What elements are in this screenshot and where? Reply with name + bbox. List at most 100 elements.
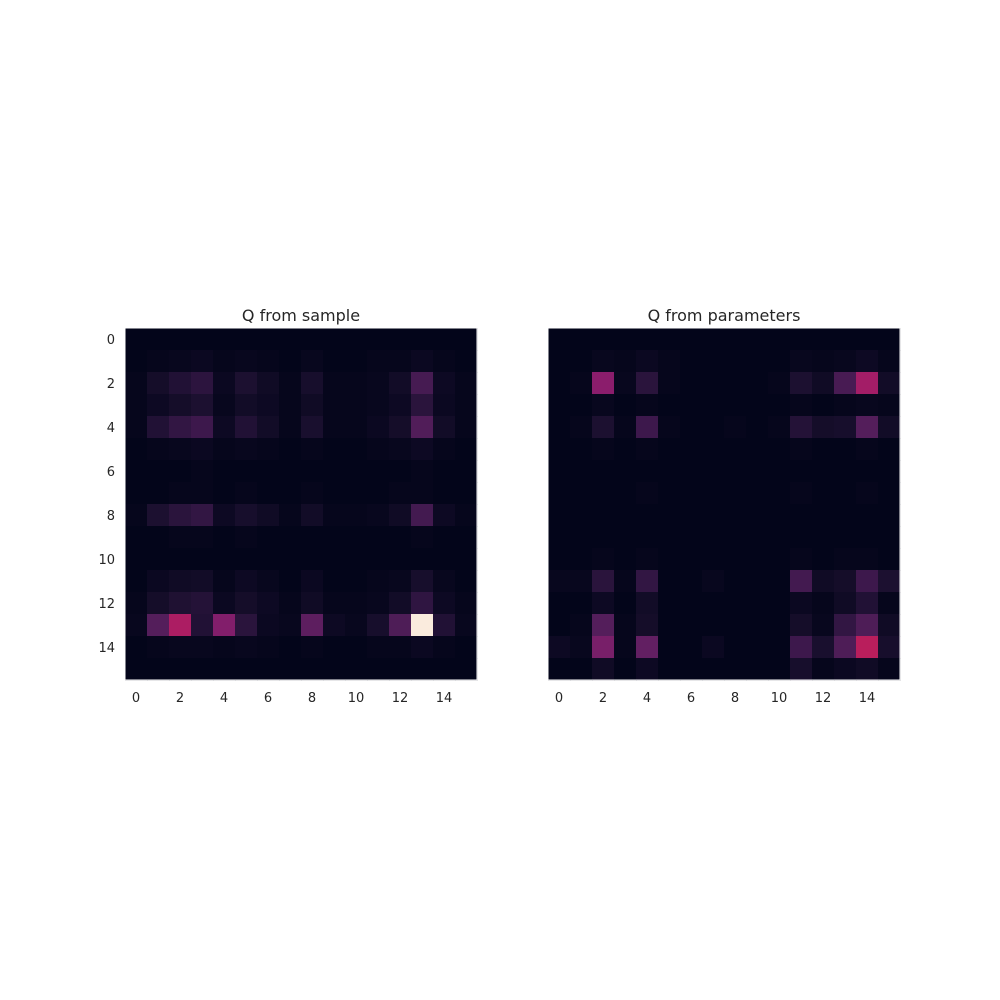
heatmap-cell-sample-r11-c1	[147, 570, 170, 593]
y-tick-labels-sample: 0 2 4 6 8 10 12 14	[98, 333, 115, 656]
heatmap-cell-sample-r1-c9	[323, 350, 346, 373]
heatmap-cell-sample-r3-c2	[169, 394, 192, 417]
heatmap-cell-sample-r8-c2	[169, 504, 192, 527]
heatmap-cell-sample-r4-c14	[433, 416, 456, 439]
heatmap-cell-parameters-r9-c14	[856, 526, 879, 549]
heatmap-cell-parameters-r3-c2	[592, 394, 615, 417]
heatmap-cell-parameters-r15-c9	[746, 658, 769, 681]
heatmap-cell-parameters-r15-c11	[790, 658, 813, 681]
heatmap-cell-parameters-r4-c13	[834, 416, 857, 439]
heatmap-cell-sample-r15-c5	[235, 658, 258, 681]
heatmap-cell-sample-r8-c1	[147, 504, 170, 527]
heatmap-cell-sample-r3-c14	[433, 394, 456, 417]
heatmap-cell-sample-r2-c1	[147, 372, 170, 395]
heatmap-cell-parameters-r3-c12	[812, 394, 835, 417]
heatmap-cell-sample-r9-c14	[433, 526, 456, 549]
heatmap-cell-parameters-r9-c15	[878, 526, 901, 549]
heatmap-cell-sample-r5-c6	[257, 438, 280, 461]
heatmap-cell-parameters-r13-c15	[878, 614, 901, 637]
heatmap-cell-parameters-r12-c14	[856, 592, 879, 615]
heatmap-cell-parameters-r5-c6	[680, 438, 703, 461]
heatmap-cell-parameters-r10-c6	[680, 548, 703, 571]
heatmap-cell-parameters-r12-c15	[878, 592, 901, 615]
heatmap-cell-sample-r11-c7	[279, 570, 302, 593]
heatmap-cell-parameters-r5-c13	[834, 438, 857, 461]
heatmap-cell-parameters-r14-c12	[812, 636, 835, 659]
heatmap-cell-sample-r0-c13	[411, 328, 434, 351]
heatmap-cell-parameters-r13-c0	[548, 614, 571, 637]
heatmap-cell-sample-r14-c3	[191, 636, 214, 659]
heatmap-cell-sample-r15-c10	[345, 658, 368, 681]
heatmap-cell-parameters-r9-c2	[592, 526, 615, 549]
heatmap-cell-parameters-r8-c9	[746, 504, 769, 527]
heatmap-cell-sample-r5-c5	[235, 438, 258, 461]
heatmap-cell-parameters-r0-c5	[658, 328, 681, 351]
heatmap-cell-parameters-r8-c0	[548, 504, 571, 527]
heatmap-cell-parameters-r7-c6	[680, 482, 703, 505]
heatmap-cell-sample-r6-c9	[323, 460, 346, 483]
heatmap-cell-parameters-r1-c12	[812, 350, 835, 373]
heatmap-cell-parameters-r13-c8	[724, 614, 747, 637]
heatmap-cell-parameters-r11-c0	[548, 570, 571, 593]
heatmap-cell-sample-r10-c8	[301, 548, 324, 571]
heatmap-cell-sample-r4-c10	[345, 416, 368, 439]
heatmap-cell-sample-r1-c3	[191, 350, 214, 373]
heatmap-cell-sample-r1-c15	[455, 350, 478, 373]
heatmap-cell-sample-r7-c3	[191, 482, 214, 505]
x-tick-label-sample-10: 10	[348, 691, 365, 706]
heatmap-cell-sample-r0-c14	[433, 328, 456, 351]
heatmap-cell-parameters-r10-c2	[592, 548, 615, 571]
x-tick-label-sample-14: 14	[436, 691, 453, 706]
heatmap-cell-sample-r14-c4	[213, 636, 236, 659]
heatmap-cell-sample-r14-c2	[169, 636, 192, 659]
heatmap-cell-parameters-r4-c14	[856, 416, 879, 439]
heatmap-cell-parameters-r4-c9	[746, 416, 769, 439]
heatmap-cell-parameters-r6-c12	[812, 460, 835, 483]
heatmap-cell-sample-r9-c12	[389, 526, 412, 549]
heatmap-cell-parameters-r11-c5	[658, 570, 681, 593]
heatmap-cell-parameters-r14-c14	[856, 636, 879, 659]
heatmap-cell-sample-r15-c4	[213, 658, 236, 681]
heatmap-cell-parameters-r2-c14	[856, 372, 879, 395]
heatmap-cell-parameters-r1-c10	[768, 350, 791, 373]
heatmap-cell-sample-r10-c3	[191, 548, 214, 571]
heatmap-cell-sample-r13-c14	[433, 614, 456, 637]
heatmap-cell-parameters-r10-c13	[834, 548, 857, 571]
heatmap-cell-sample-r9-c8	[301, 526, 324, 549]
x-tick-label-sample-0: 0	[132, 691, 140, 706]
heatmap-cell-parameters-r14-c7	[702, 636, 725, 659]
heatmap-cell-sample-r9-c11	[367, 526, 390, 549]
heatmap-cell-parameters-r5-c14	[856, 438, 879, 461]
heatmap-cell-sample-r15-c14	[433, 658, 456, 681]
heatmap-cell-parameters-r5-c1	[570, 438, 593, 461]
heatmap-cell-sample-r7-c0	[125, 482, 148, 505]
heatmap-cell-parameters-r10-c12	[812, 548, 835, 571]
heatmap-panel-sample: Q from sample 0 2 4 6 8 10 12 14 0 2 4 6 8 10 12 14	[98, 306, 478, 706]
heatmap-cell-parameters-r2-c8	[724, 372, 747, 395]
heatmap-cell-parameters-r3-c14	[856, 394, 879, 417]
heatmap-cell-parameters-r14-c13	[834, 636, 857, 659]
heatmap-cell-sample-r3-c9	[323, 394, 346, 417]
heatmap-cell-sample-r15-c3	[191, 658, 214, 681]
heatmap-cell-sample-r10-c13	[411, 548, 434, 571]
heatmap-cell-parameters-r1-c2	[592, 350, 615, 373]
heatmap-cell-parameters-r7-c10	[768, 482, 791, 505]
heatmap-cell-sample-r3-c5	[235, 394, 258, 417]
heatmap-cell-sample-r8-c10	[345, 504, 368, 527]
heatmap-cell-parameters-r2-c12	[812, 372, 835, 395]
heatmap-cell-sample-r11-c0	[125, 570, 148, 593]
heatmap-cell-parameters-r12-c12	[812, 592, 835, 615]
heatmap-cell-parameters-r15-c12	[812, 658, 835, 681]
y-tick-label-sample-4: 4	[107, 421, 115, 436]
heatmap-cell-parameters-r14-c8	[724, 636, 747, 659]
heatmap-cell-parameters-r10-c3	[614, 548, 637, 571]
heatmap-cell-sample-r4-c11	[367, 416, 390, 439]
heatmap-cell-parameters-r14-c3	[614, 636, 637, 659]
x-tick-labels-parameters: 0 2 4 6 8 10 12 14	[555, 691, 875, 706]
heatmap-cell-parameters-r10-c0	[548, 548, 571, 571]
heatmap-cell-sample-r4-c12	[389, 416, 412, 439]
heatmap-cell-parameters-r11-c10	[768, 570, 791, 593]
heatmap-cell-sample-r2-c4	[213, 372, 236, 395]
heatmap-cell-sample-r12-c9	[323, 592, 346, 615]
heatmap-cell-parameters-r2-c3	[614, 372, 637, 395]
